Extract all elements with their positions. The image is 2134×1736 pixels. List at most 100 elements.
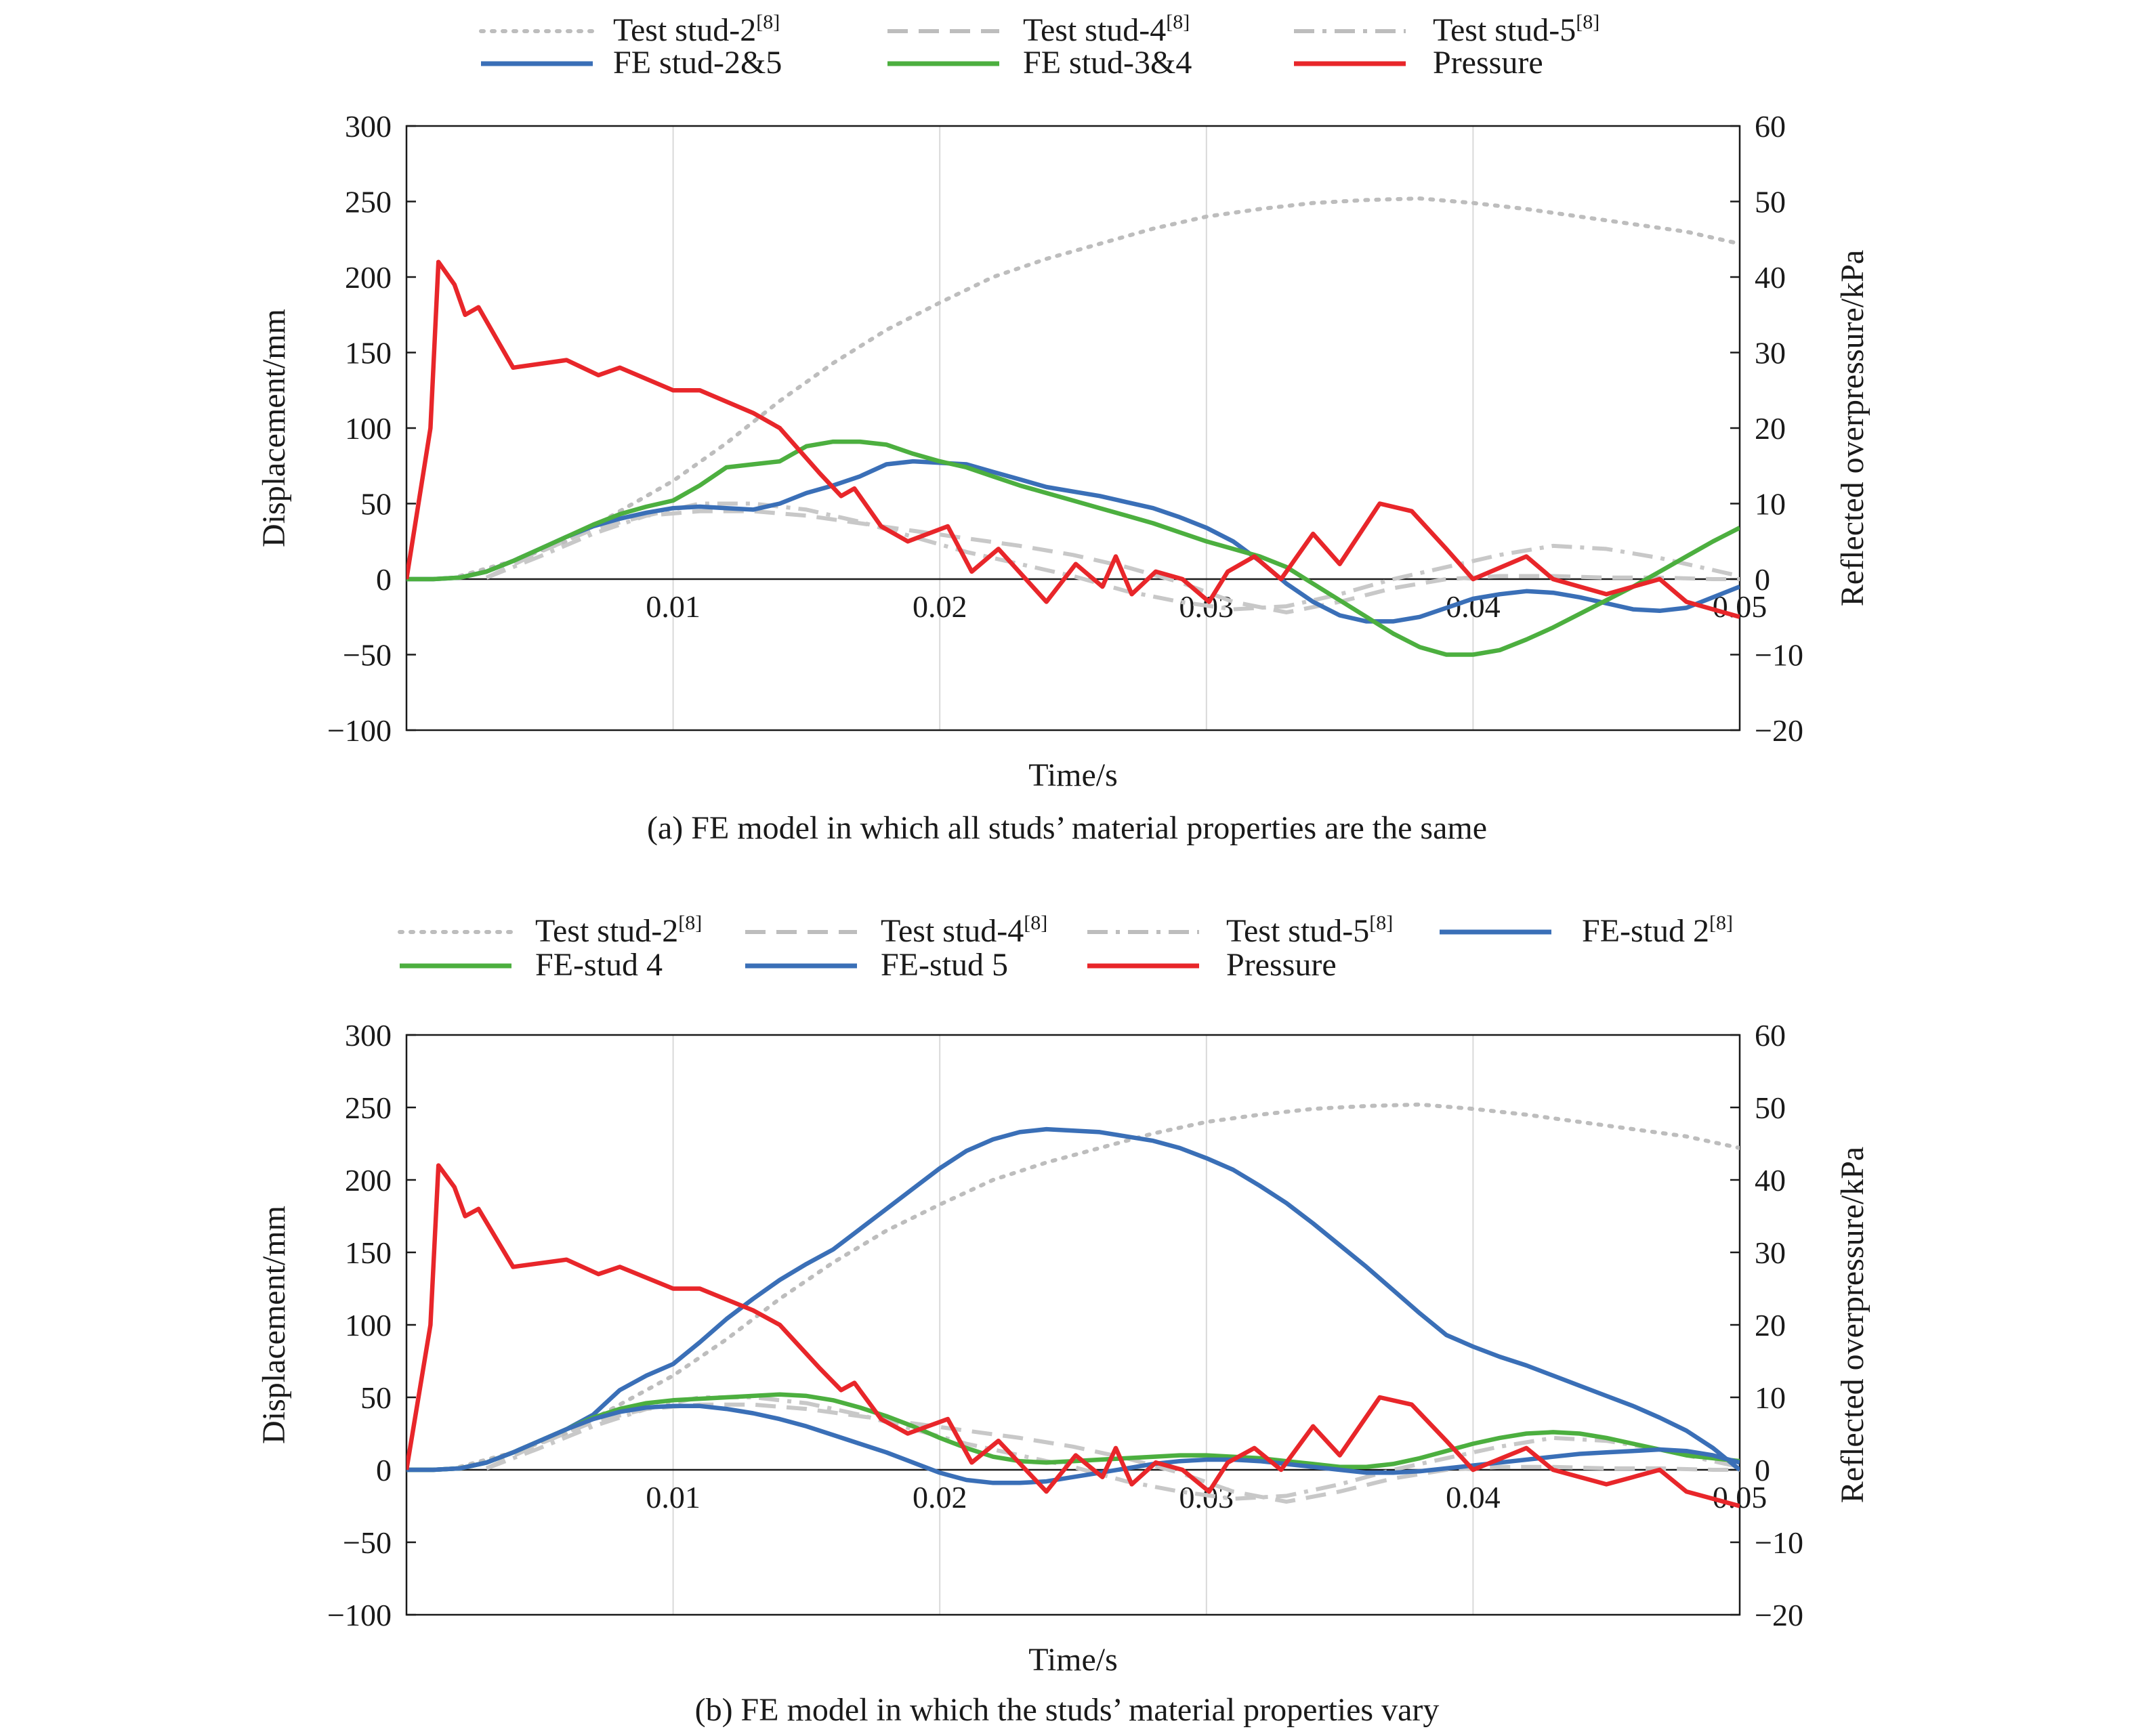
chart-panel-b: Test stud-2[8] Test stud-4[8] Test stud-5[…	[256, 912, 1870, 1728]
legend-label: Test stud-4[8]	[1023, 11, 1190, 48]
legend-label: Pressure	[1433, 45, 1543, 81]
y-tick-label: 300	[345, 109, 392, 144]
plot-frame	[405, 125, 1741, 732]
legend-label: FE stud-2&5	[613, 45, 782, 81]
legend-superscript: [8]	[1369, 912, 1393, 934]
legend-label: FE-stud 5	[881, 947, 1008, 983]
y-tick-label: −50	[343, 1525, 392, 1560]
y-tick-label: 250	[345, 1091, 392, 1125]
series-line-fe-stud-2-5	[406, 459, 1740, 624]
y2-tick-label: 40	[1755, 260, 1786, 295]
y2-tick-label: −10	[1755, 638, 1803, 673]
series-line-fe-stud-3-4	[406, 439, 1740, 657]
series-line-fe-stud-2-8	[406, 1126, 1740, 1473]
legend-item: Test stud-4[8]	[887, 11, 1190, 48]
legend-item: Test stud-4[8]	[745, 912, 1047, 949]
y-tick-label: 0	[376, 562, 392, 597]
legend-superscript: [8]	[1709, 912, 1733, 934]
y2-tick-label: 30	[1755, 336, 1786, 371]
y-tick-label: 50	[360, 487, 392, 522]
legend-item: FE-stud 4	[400, 947, 663, 983]
y-tick-label: 0	[376, 1453, 392, 1487]
legend-label: Test stud-2[8]	[535, 912, 702, 949]
legend-label: FE stud-3&4	[1023, 45, 1192, 81]
series-line-test-stud-2-8	[457, 196, 1740, 578]
y-tick-label: 150	[345, 336, 392, 371]
x-tick-label: 0.01	[646, 589, 700, 624]
y2-axis-title: Reflected overpressure/kPa	[1835, 250, 1870, 606]
y2-tick-label: 60	[1755, 1018, 1786, 1053]
series-line-pressure	[406, 259, 1740, 619]
y-tick-label: 250	[345, 185, 392, 219]
legend-label: FE-stud 4	[535, 947, 663, 983]
chart-panel-a: Test stud-2[8] Test stud-4[8] Test stud-5[…	[256, 11, 1870, 846]
legend-item: FE stud-3&4	[887, 45, 1192, 81]
y2-tick-label: −10	[1755, 1525, 1803, 1560]
y2-tick-label: 60	[1755, 109, 1786, 144]
y-axis-title: Displacement/mm	[256, 1206, 292, 1444]
legend-item: FE-stud 5	[745, 947, 1008, 983]
series-line-test-stud-2-8	[457, 1102, 1740, 1469]
y-axis-title: Displacement/mm	[256, 309, 292, 547]
panel-caption: (a) FE model in which all studs’ materia…	[647, 810, 1487, 846]
legend-item: FE-stud 2[8]	[1440, 912, 1733, 949]
legend-label: Pressure	[1226, 947, 1337, 983]
x-axis-title: Time/s	[1028, 757, 1118, 793]
x-tick-label: 0.02	[913, 589, 967, 624]
y-tick-label: −100	[327, 713, 392, 748]
legend-item: Test stud-2[8]	[479, 11, 780, 48]
legend-label: Test stud-5[8]	[1433, 11, 1599, 48]
legend-item: Test stud-2[8]	[398, 912, 702, 949]
plot-frame	[405, 1034, 1741, 1616]
y-tick-label: 100	[345, 1308, 392, 1342]
y-tick-label: 200	[345, 260, 392, 295]
y-tick-label: −50	[343, 638, 392, 673]
y-tick-label: 100	[345, 411, 392, 446]
y-tick-label: −100	[327, 1598, 392, 1632]
legend-item: Test stud-5[8]	[1087, 912, 1393, 949]
y2-tick-label: 10	[1755, 1380, 1786, 1415]
x-tick-label: 0.04	[1446, 1480, 1501, 1515]
x-tick-label: 0.01	[646, 1480, 700, 1515]
y-tick-label: 50	[360, 1380, 392, 1415]
x-tick-label: 0.05	[1713, 1480, 1767, 1515]
x-tick-label: 0.02	[913, 1480, 967, 1515]
legend-superscript: [8]	[1024, 912, 1047, 934]
legend-superscript: [8]	[1166, 11, 1190, 33]
y2-tick-label: 20	[1755, 411, 1786, 446]
legend-label: Test stud-2[8]	[613, 11, 780, 48]
x-axis-title: Time/s	[1028, 1642, 1118, 1678]
y-tick-label: 300	[345, 1018, 392, 1053]
legend-item: FE stud-2&5	[481, 45, 782, 81]
series-line-test-stud-5-8	[485, 501, 1740, 612]
legend-label: Test stud-5[8]	[1226, 912, 1393, 949]
series-group	[406, 196, 1740, 657]
legend-item: Test stud-5[8]	[1294, 11, 1599, 48]
legend-label: Test stud-4[8]	[881, 912, 1047, 949]
series-line-test-stud-5-8	[486, 1395, 1740, 1501]
legend-superscript: [8]	[678, 912, 702, 934]
legend-item: Pressure	[1087, 947, 1337, 983]
panel-caption: (b) FE model in which the studs’ materia…	[695, 1692, 1440, 1728]
y2-tick-label: 50	[1755, 185, 1786, 219]
y2-axis-title: Reflected overpressure/kPa	[1835, 1147, 1870, 1503]
y2-tick-label: 0	[1755, 562, 1770, 597]
y-tick-label: 200	[345, 1163, 392, 1198]
legend-superscript: [8]	[756, 11, 780, 33]
y2-tick-label: 10	[1755, 487, 1786, 522]
y2-tick-label: 20	[1755, 1308, 1786, 1342]
legend-item: Pressure	[1294, 45, 1543, 81]
series-line-fe-stud-5	[406, 1403, 1740, 1485]
y2-tick-label: −20	[1755, 713, 1803, 748]
legend: Test stud-2[8] Test stud-4[8] Test stud-5[…	[398, 912, 1733, 983]
legend: Test stud-2[8] Test stud-4[8] Test stud-5[…	[479, 11, 1599, 81]
y2-tick-label: 40	[1755, 1163, 1786, 1198]
y2-tick-label: −20	[1755, 1598, 1803, 1632]
legend-label: FE-stud 2[8]	[1582, 912, 1733, 949]
y2-tick-label: 0	[1755, 1453, 1770, 1487]
series-line-test-stud-4-8	[485, 509, 1740, 615]
series-group	[406, 1102, 1740, 1508]
y2-tick-label: 50	[1755, 1091, 1786, 1125]
y-tick-label: 150	[345, 1235, 392, 1270]
